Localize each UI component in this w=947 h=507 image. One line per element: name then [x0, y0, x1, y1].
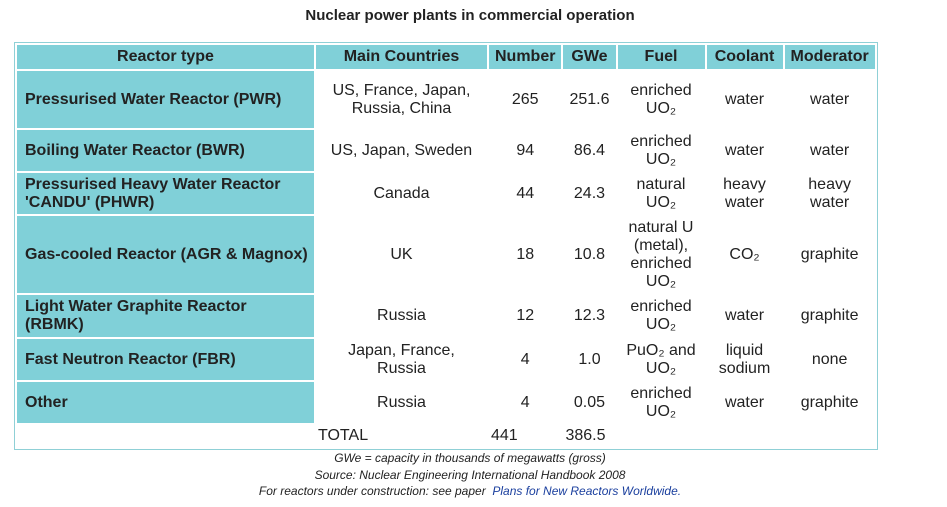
row-label: Fast Neutron Reactor (FBR) [17, 339, 314, 380]
total-label: TOTAL [318, 427, 369, 444]
table-cell: Russia [377, 307, 426, 324]
table-cell: US, Japan, Sweden [330, 141, 473, 159]
table-cell: 86.4 [573, 141, 606, 159]
table-cell: 44 [516, 184, 535, 202]
table-cell: 94 [516, 141, 535, 159]
total-number: 441 [491, 427, 518, 444]
header-cell: Main Countries [316, 45, 487, 69]
note: Source: Nuclear Engineering Internationa… [314, 467, 626, 482]
table-cell: graphite [800, 393, 859, 411]
table-row: Gas-cooled Reactor (AGR & Magnox) UK 18 10.… [17, 216, 875, 293]
row-label: Gas-cooled Reactor (AGR & Magnox) [17, 216, 314, 293]
table-cell: enriched UO₂ [630, 81, 692, 117]
table-cell: 12.3 [573, 307, 606, 324]
table-row: Pressurised Heavy Water Reactor 'CANDU' … [17, 173, 875, 214]
table-cell: natural U (metal), enriched UO₂ [628, 218, 694, 290]
table-cell: heavy water [808, 175, 851, 211]
link-prefix: For reactors under construction: see pap… [258, 484, 486, 498]
table-cell: 0.05 [573, 393, 606, 411]
table-cell: 24.3 [573, 184, 606, 202]
empty-cell [17, 425, 314, 447]
table-cell: 10.8 [573, 245, 606, 263]
table-cell: Canada [373, 184, 430, 202]
row-label: Boiling Water Reactor (BWR) [17, 130, 314, 171]
table-cell: Russia [377, 393, 426, 411]
table-cell: enriched UO₂ [630, 132, 692, 168]
total-gwe: 386.5 [565, 427, 606, 444]
row-label: Pressurised Heavy Water Reactor 'CANDU' … [17, 173, 314, 214]
footnotes: GWe = capacity in thousands of megawatts… [0, 450, 940, 500]
header-cell: Fuel [617, 45, 705, 69]
table-row: Pressurised Water Reactor (PWR) US, Franc… [17, 71, 875, 128]
table-cell: 18 [516, 245, 535, 263]
header-cell: Number [489, 45, 562, 69]
table-cell: none [811, 350, 848, 368]
row-label: Light Water Graphite Reactor (RBMK) [17, 295, 314, 337]
table-cell: enriched UO₂ [630, 384, 692, 420]
table-cell: liquid sodium [718, 341, 771, 377]
table-cell: 12 [516, 307, 535, 324]
table-cell: UK [390, 245, 413, 263]
table-cell: natural UO₂ [636, 175, 686, 211]
header-cell: Reactor type [17, 45, 314, 69]
header-cell: Coolant [706, 45, 783, 69]
empty-cell [707, 425, 783, 447]
table-cell: 265 [511, 90, 539, 108]
empty-cell [618, 425, 705, 447]
link-line: For reactors under construction: see pap… [0, 483, 940, 500]
table-cell: water [724, 393, 765, 411]
table-cell: Japan, France, Russia [348, 341, 455, 377]
empty-cell [785, 425, 875, 447]
table-cell: graphite [800, 245, 859, 263]
note: GWe = capacity in thousands of megawatts… [334, 451, 606, 465]
table-cell: US, France, Japan, Russia, China [332, 81, 471, 117]
table-row: Light Water Graphite Reactor (RBMK) Russi… [17, 295, 875, 337]
table-row: TOTAL 441 386.5 [17, 425, 875, 447]
header-cell: GWe [563, 45, 616, 69]
header-cell: Moderator [784, 45, 875, 69]
table-row: Fast Neutron Reactor (FBR) Japan, France,… [17, 339, 875, 380]
table-cell: graphite [800, 307, 859, 324]
table-cell: heavy water [723, 175, 766, 211]
link[interactable]: Plans for New Reactors Worldwide. [492, 484, 682, 498]
row-label: Pressurised Water Reactor (PWR) [17, 71, 314, 128]
table-row: Boiling Water Reactor (BWR) US, Japan, Sw… [17, 130, 875, 171]
table-cell: 4 [520, 393, 530, 411]
table-cell: CO₂ [729, 245, 760, 263]
page-title: Nuclear power plants in commercial opera… [305, 7, 635, 24]
table-cell: water [724, 307, 765, 324]
table-cell: water [810, 141, 850, 159]
table-row: Reactor type Main Countries Number GWe Fuel C… [17, 45, 875, 69]
table-cell: water [724, 141, 765, 159]
table-cell: PuO₂ and UO₂ [626, 341, 696, 377]
row-label: Other [17, 382, 314, 423]
table-cell: enriched UO₂ [630, 298, 692, 333]
reactor-table: Reactor type Main Countries Number GWe Fuel C… [14, 42, 878, 450]
table-cell: 251.6 [569, 90, 610, 108]
table-cell: water [810, 90, 850, 108]
table-cell: 4 [520, 350, 530, 368]
table-row: Other Russia 4 0.05 enriched UO₂ water graphit… [17, 382, 875, 423]
table-cell: water [724, 90, 765, 108]
table-cell: 1.0 [578, 350, 601, 368]
